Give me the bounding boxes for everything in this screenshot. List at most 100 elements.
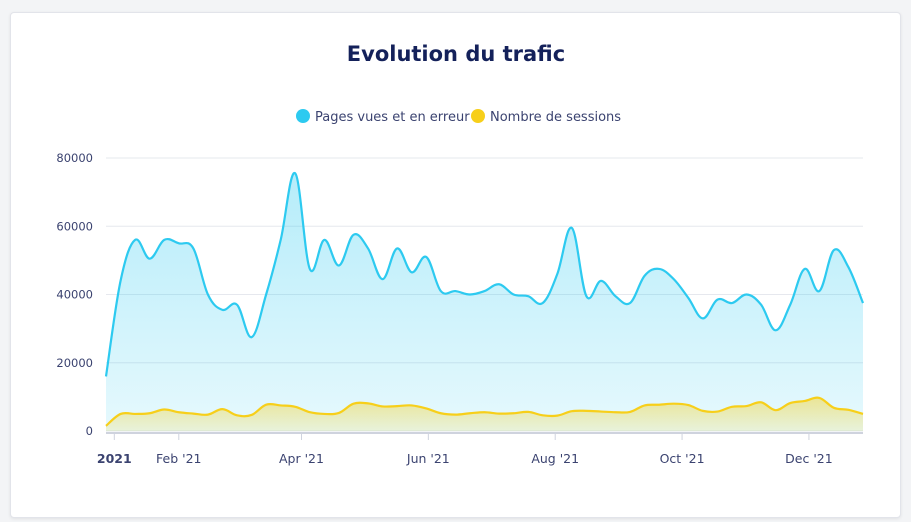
data-point-sessions[interactable] [642,402,648,408]
data-point-pages-vues[interactable] [452,288,458,294]
data-point-pages-vues[interactable] [205,292,211,298]
data-point-sessions[interactable] [394,403,400,409]
data-point-sessions[interactable] [147,410,153,416]
data-point-pages-vues[interactable] [132,237,138,243]
data-point-pages-vues[interactable] [816,288,822,294]
series-sessions[interactable] [103,395,866,431]
data-point-sessions[interactable] [583,408,589,414]
data-point-sessions[interactable] [423,405,429,411]
data-point-sessions[interactable] [190,411,196,417]
data-point-pages-vues[interactable] [161,237,167,243]
data-point-pages-vues[interactable] [525,293,531,299]
data-point-sessions[interactable] [321,411,327,417]
data-point-sessions[interactable] [671,401,677,407]
data-point-pages-vues[interactable] [321,237,327,243]
data-point-sessions[interactable] [554,413,560,419]
data-point-sessions[interactable] [744,403,750,409]
data-point-pages-vues[interactable] [583,293,589,299]
data-point-sessions[interactable] [816,395,822,401]
data-point-pages-vues[interactable] [685,295,691,301]
data-point-pages-vues[interactable] [845,264,851,270]
data-point-sessions[interactable] [103,423,109,429]
data-point-sessions[interactable] [132,411,138,417]
data-point-pages-vues[interactable] [700,315,706,321]
data-point-sessions[interactable] [787,400,793,406]
data-point-sessions[interactable] [627,409,633,415]
data-point-pages-vues[interactable] [380,276,386,282]
legend-item-sessions[interactable]: Nombre de sessions [471,109,621,125]
data-point-sessions[interactable] [511,410,517,416]
data-point-pages-vues[interactable] [554,271,560,277]
data-point-sessions[interactable] [540,412,546,418]
data-point-pages-vues[interactable] [642,273,648,279]
data-point-pages-vues[interactable] [496,281,502,287]
data-point-pages-vues[interactable] [103,373,109,379]
data-point-pages-vues[interactable] [394,245,400,251]
data-point-sessions[interactable] [860,411,866,417]
data-point-sessions[interactable] [598,409,604,415]
data-point-sessions[interactable] [525,409,531,415]
data-point-pages-vues[interactable] [176,240,182,246]
data-point-sessions[interactable] [409,402,415,408]
data-point-pages-vues[interactable] [190,245,196,251]
legend-item-pages-vues[interactable]: Pages vues et en erreur [296,109,470,125]
data-point-sessions[interactable] [161,407,167,413]
data-point-pages-vues[interactable] [118,278,124,284]
data-point-pages-vues[interactable] [350,232,356,238]
data-point-sessions[interactable] [758,399,764,405]
data-point-sessions[interactable] [452,412,458,418]
data-point-sessions[interactable] [714,409,720,415]
data-point-pages-vues[interactable] [831,247,837,253]
data-point-pages-vues[interactable] [234,302,240,308]
data-point-sessions[interactable] [569,408,575,414]
data-point-sessions[interactable] [234,412,240,418]
data-point-pages-vues[interactable] [278,237,284,243]
data-point-sessions[interactable] [845,407,851,413]
data-point-sessions[interactable] [802,398,808,404]
data-point-sessions[interactable] [307,409,313,415]
data-point-pages-vues[interactable] [438,288,444,294]
data-point-pages-vues[interactable] [219,307,225,313]
data-point-pages-vues[interactable] [744,292,750,298]
data-point-sessions[interactable] [773,407,779,413]
data-point-sessions[interactable] [118,411,124,417]
data-point-pages-vues[interactable] [729,300,735,306]
data-point-sessions[interactable] [482,409,488,415]
data-point-pages-vues[interactable] [365,245,371,251]
data-point-pages-vues[interactable] [714,297,720,303]
data-point-sessions[interactable] [365,400,371,406]
data-point-sessions[interactable] [219,406,225,412]
data-point-pages-vues[interactable] [569,225,575,231]
data-point-pages-vues[interactable] [671,276,677,282]
data-point-pages-vues[interactable] [540,300,546,306]
data-point-sessions[interactable] [467,410,473,416]
data-point-sessions[interactable] [685,402,691,408]
data-point-pages-vues[interactable] [467,292,473,298]
data-point-pages-vues[interactable] [627,300,633,306]
data-point-sessions[interactable] [292,404,298,410]
data-point-sessions[interactable] [496,411,502,417]
data-point-pages-vues[interactable] [307,266,313,272]
data-point-pages-vues[interactable] [263,292,269,298]
data-point-sessions[interactable] [205,412,211,418]
data-point-pages-vues[interactable] [249,334,255,340]
data-point-pages-vues[interactable] [758,302,764,308]
data-point-sessions[interactable] [278,402,284,408]
data-point-pages-vues[interactable] [598,278,604,284]
data-point-pages-vues[interactable] [147,256,153,262]
data-point-sessions[interactable] [656,402,662,408]
data-point-pages-vues[interactable] [613,293,619,299]
data-point-sessions[interactable] [831,405,837,411]
data-point-sessions[interactable] [380,403,386,409]
data-point-sessions[interactable] [249,412,255,418]
data-point-pages-vues[interactable] [656,266,662,272]
data-point-sessions[interactable] [700,408,706,414]
data-point-sessions[interactable] [613,409,619,415]
data-point-pages-vues[interactable] [860,300,866,306]
data-point-sessions[interactable] [336,410,342,416]
data-point-sessions[interactable] [176,409,182,415]
data-point-pages-vues[interactable] [423,254,429,260]
data-point-pages-vues[interactable] [511,292,517,298]
data-point-pages-vues[interactable] [409,269,415,275]
data-point-pages-vues[interactable] [292,170,298,176]
